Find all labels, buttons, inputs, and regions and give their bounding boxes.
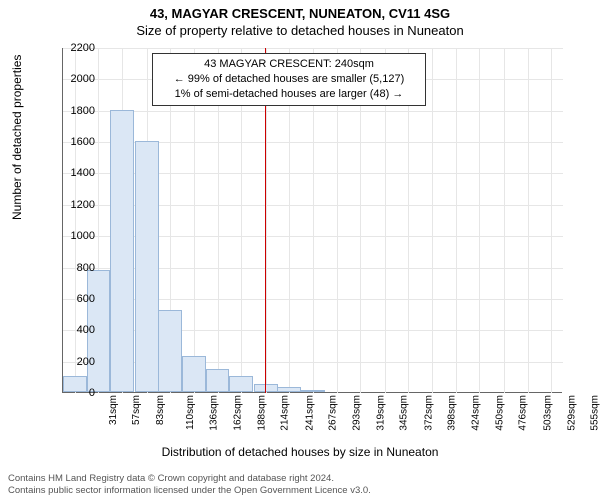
y-tick-label: 2000 xyxy=(55,73,95,85)
histogram-bar xyxy=(206,369,230,392)
footer-line-1: Contains HM Land Registry data © Crown c… xyxy=(8,473,371,485)
x-tick-label: 136sqm xyxy=(209,395,220,431)
histogram-bar xyxy=(182,356,206,392)
y-tick-label: 200 xyxy=(55,356,95,368)
y-tick-label: 600 xyxy=(55,293,95,305)
y-tick-label: 800 xyxy=(55,262,95,274)
y-tick-label: 1800 xyxy=(55,105,95,117)
y-tick-label: 2200 xyxy=(55,42,95,54)
x-tick-label: 476sqm xyxy=(518,395,529,431)
page-title: 43, MAGYAR CRESCENT, NUNEATON, CV11 4SG xyxy=(0,0,600,21)
x-tick-label: 529sqm xyxy=(566,395,577,431)
y-tick-label: 1400 xyxy=(55,167,95,179)
histogram-bar xyxy=(135,141,159,392)
x-tick-label: 188sqm xyxy=(256,395,267,431)
x-tick-label: 214sqm xyxy=(280,395,291,431)
histogram-bar xyxy=(229,376,253,392)
y-tick-label: 400 xyxy=(55,324,95,336)
gridline-v xyxy=(551,48,552,393)
x-tick-label: 398sqm xyxy=(447,395,458,431)
x-axis-label: Distribution of detached houses by size … xyxy=(0,445,600,459)
y-tick-label: 1200 xyxy=(55,199,95,211)
histogram-bar xyxy=(277,387,301,392)
histogram-bar xyxy=(158,310,182,392)
gridline-v xyxy=(456,48,457,393)
page-subtitle: Size of property relative to detached ho… xyxy=(0,21,600,38)
x-tick-label: 241sqm xyxy=(304,395,315,431)
info-box: 43 MAGYAR CRESCENT: 240sqm ← 99% of deta… xyxy=(152,53,426,106)
x-tick-label: 31sqm xyxy=(108,395,119,425)
x-tick-label: 162sqm xyxy=(232,395,243,431)
info-line-1: 43 MAGYAR CRESCENT: 240sqm xyxy=(159,57,419,72)
y-tick-label: 1000 xyxy=(55,230,95,242)
x-tick-label: 57sqm xyxy=(131,395,142,425)
histogram-bar xyxy=(301,390,325,392)
gridline-v xyxy=(432,48,433,393)
footer-line-2: Contains public sector information licen… xyxy=(8,485,371,497)
x-tick-label: 372sqm xyxy=(423,395,434,431)
info-line-3: 1% of semi-detached houses are larger (4… xyxy=(159,87,419,102)
x-tick-label: 293sqm xyxy=(352,395,363,431)
y-tick-label: 0 xyxy=(55,387,95,399)
gridline-v xyxy=(75,48,76,393)
x-tick-label: 319sqm xyxy=(375,395,386,431)
gridline-v xyxy=(479,48,480,393)
x-tick-label: 450sqm xyxy=(494,395,505,431)
info-line-2: ← 99% of detached houses are smaller (5,… xyxy=(159,72,419,87)
x-tick-label: 424sqm xyxy=(471,395,482,431)
x-tick-label: 267sqm xyxy=(328,395,339,431)
x-tick-label: 83sqm xyxy=(155,395,166,425)
footer: Contains HM Land Registry data © Crown c… xyxy=(8,473,371,497)
y-axis-label: Number of detached properties xyxy=(10,55,24,220)
y-tick-label: 1600 xyxy=(55,136,95,148)
x-tick-label: 345sqm xyxy=(399,395,410,431)
x-tick-label: 110sqm xyxy=(184,395,195,430)
chart: 43 MAGYAR CRESCENT: 240sqm ← 99% of deta… xyxy=(62,48,562,393)
histogram-bar xyxy=(110,110,134,392)
gridline-v xyxy=(504,48,505,393)
gridline-v xyxy=(528,48,529,393)
x-tick-label: 503sqm xyxy=(542,395,553,431)
x-tick-label: 555sqm xyxy=(590,395,600,431)
